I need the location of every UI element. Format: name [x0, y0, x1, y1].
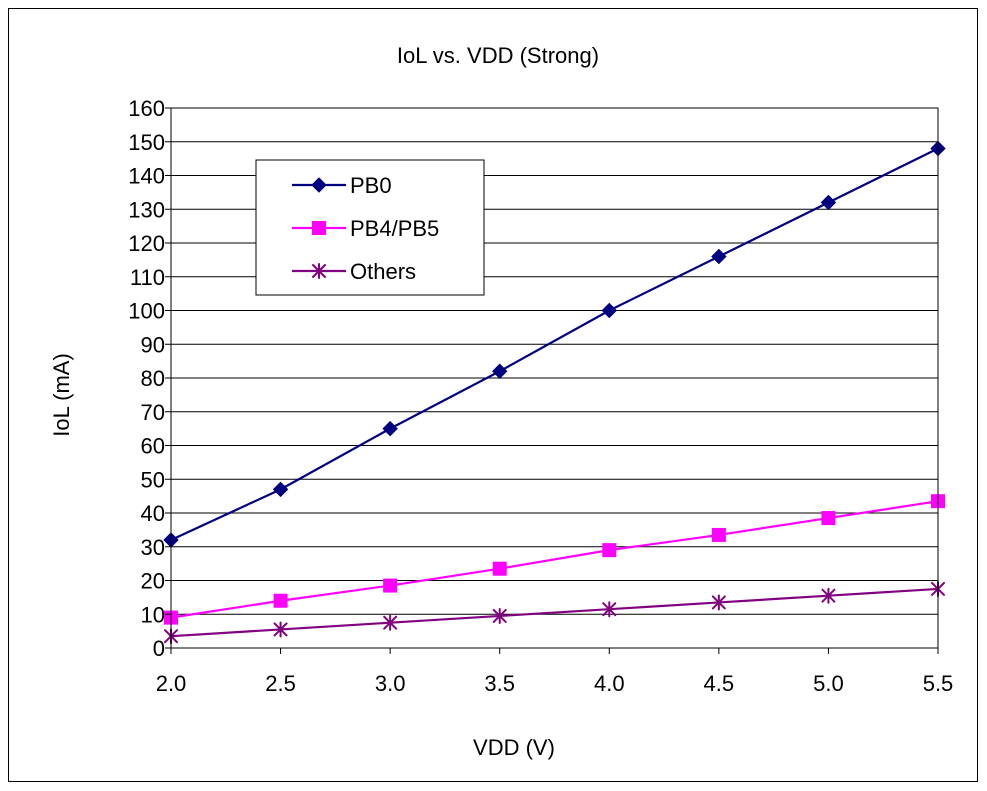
data-point-pb4-pb5	[821, 511, 836, 526]
y-tick-label: 40	[141, 501, 165, 526]
x-tick-label: 4.5	[704, 671, 735, 696]
series-line-others	[170, 587, 939, 638]
legend: PB0 PB4/PB5 Others	[255, 159, 485, 296]
y-tick-label: 50	[141, 467, 165, 492]
data-point-pb0	[711, 248, 727, 265]
legend-label: Others	[350, 259, 416, 284]
data-point-pb4-pb5	[383, 578, 398, 593]
series-layer	[163, 140, 946, 645]
series-others	[164, 580, 945, 645]
legend-marker	[312, 263, 326, 279]
y-tick-label: 80	[141, 366, 165, 391]
data-point-others	[383, 614, 398, 631]
x-tick-label: 5.0	[813, 671, 844, 696]
y-tick-label: 150	[128, 130, 165, 155]
chart-frame	[8, 8, 978, 782]
y-tick-label: 100	[128, 299, 165, 324]
data-point-others	[821, 587, 836, 604]
x-tick-label: 2.0	[156, 671, 187, 696]
x-axis-title: VDD (V)	[473, 735, 555, 760]
x-tick-label: 3.5	[484, 671, 515, 696]
x-tick-labels: 2.0 2.5 3.0 3.5 4.0 4.5 5.0 5.5	[156, 648, 954, 696]
data-point-pb4-pb5	[711, 527, 726, 542]
chart-title: IoL vs. VDD (Strong)	[397, 43, 599, 68]
data-point-others	[602, 601, 617, 618]
y-tick-label: 120	[128, 231, 165, 256]
data-point-pb4-pb5	[602, 543, 617, 558]
legend-item: PB4/PB5	[292, 216, 439, 241]
y-tick-label: 90	[141, 332, 165, 357]
y-axis-title: IoL (mA)	[49, 353, 74, 437]
x-tick-label: 2.5	[265, 671, 296, 696]
data-point-pb4-pb5	[273, 593, 288, 608]
legend-item: Others	[292, 259, 416, 284]
legend-marker	[312, 221, 326, 235]
data-point-others	[273, 621, 288, 638]
y-tick-label: 30	[141, 535, 165, 560]
series-pb4-pb5	[164, 494, 945, 625]
data-point-pb0	[382, 420, 398, 437]
y-tick-label: 110	[130, 265, 165, 290]
legend-label: PB4/PB5	[350, 216, 439, 241]
x-tick-label: 5.5	[923, 671, 954, 696]
x-tick-label: 3.0	[375, 671, 406, 696]
y-tick-label: 70	[141, 400, 165, 425]
legend-label: PB0	[350, 173, 392, 198]
data-point-pb0	[820, 194, 837, 211]
y-tick-label: 10	[141, 602, 165, 627]
legend-marker	[311, 177, 327, 193]
y-tick-label: 130	[128, 197, 165, 222]
y-tick-label: 160	[128, 96, 165, 121]
series-line-pb0	[170, 147, 939, 541]
data-point-pb0	[492, 363, 508, 379]
y-tick-label: 0	[153, 636, 165, 661]
data-point-pb0	[601, 302, 617, 319]
series-line-pb4-pb5	[170, 500, 939, 619]
data-point-others	[492, 607, 507, 624]
y-tick-label: 20	[141, 569, 165, 594]
data-point-others	[711, 594, 726, 611]
y-tick-labels: 0 10 20 30 40 50 60 70 80 90 100 110 120 130 140 150 160	[128, 96, 171, 661]
data-point-pb4-pb5	[492, 561, 507, 576]
y-tick-label: 60	[141, 434, 165, 459]
x-tick-label: 4.0	[594, 671, 625, 696]
data-point-pb0	[272, 481, 289, 498]
y-tick-label: 140	[128, 164, 165, 189]
legend-item: PB0	[292, 173, 392, 198]
